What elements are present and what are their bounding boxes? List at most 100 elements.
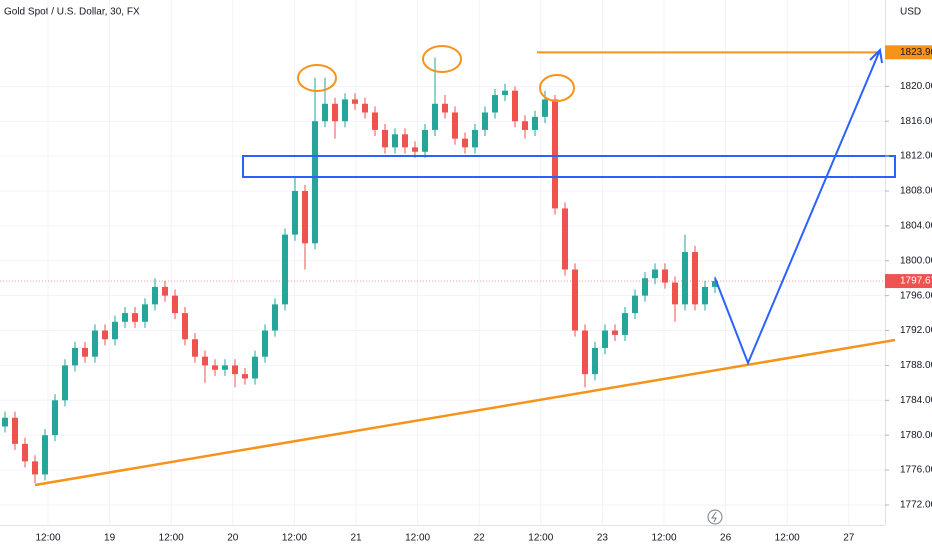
x-tick-label: 12:00	[775, 533, 800, 544]
candle-body	[682, 252, 688, 305]
candle-body	[702, 286, 708, 305]
x-tick-label: 12:00	[159, 533, 184, 544]
x-tick-label: 27	[843, 533, 855, 544]
candle-body	[92, 330, 98, 357]
y-tick-label: 1800.00	[900, 255, 932, 266]
candle-body	[652, 269, 658, 279]
y-tick-label: 1784.00	[900, 395, 932, 406]
candle-body	[42, 435, 48, 475]
candle-body	[112, 321, 118, 340]
candle-body	[522, 121, 528, 130]
candle-body	[612, 330, 618, 335]
candle-body	[232, 365, 238, 375]
candle-body	[322, 103, 328, 122]
candle-body	[182, 313, 188, 340]
event-icon-bolt	[711, 511, 717, 523]
candle-body	[392, 134, 398, 148]
x-tick-label: 26	[720, 533, 732, 544]
candle-body	[412, 147, 418, 152]
x-tick-label: 12:00	[528, 533, 553, 544]
candle-body	[492, 95, 498, 113]
candle-body	[282, 234, 288, 305]
candle-body	[512, 90, 518, 122]
candle-body	[632, 295, 638, 314]
candle-body	[712, 281, 718, 287]
y-tick-label: 1796.00	[900, 290, 932, 301]
support-zone	[242, 155, 896, 178]
grid	[0, 0, 885, 525]
candle-body	[402, 134, 408, 148]
y-tick-label: 1808.00	[900, 186, 932, 197]
candle-body	[302, 190, 308, 244]
candle-body	[452, 112, 458, 139]
peak-marker	[422, 45, 462, 73]
candles	[0, 51, 885, 484]
x-tick-label: 12:00	[651, 533, 676, 544]
candle-body	[2, 417, 8, 427]
target-label: 1823.90	[900, 47, 932, 58]
candle-body	[552, 99, 558, 209]
y-tick-label: 1772.00	[900, 500, 932, 511]
y-tick-label: 1820.00	[900, 81, 932, 92]
drawings	[34, 45, 896, 525]
candle-body	[32, 461, 38, 475]
x-tick-label: 12:00	[35, 533, 60, 544]
candle-body	[532, 116, 538, 130]
candle-body	[482, 112, 488, 130]
arrow-head	[869, 47, 883, 64]
event-icon[interactable]	[707, 509, 723, 525]
candle-body	[432, 103, 438, 130]
peak-marker	[297, 64, 337, 92]
candle-body	[382, 129, 388, 148]
y-tick-label: 1792.00	[900, 325, 932, 336]
candle-body	[202, 356, 208, 366]
candle-body	[362, 103, 368, 113]
candle-body	[332, 103, 338, 122]
candle-body	[372, 112, 378, 130]
candle-body	[342, 99, 348, 122]
last-price-tag	[885, 274, 932, 289]
candle-body	[142, 304, 148, 322]
x-tick-label: 22	[474, 533, 486, 544]
y-tick-label: 1780.00	[900, 430, 932, 441]
trendline	[34, 338, 896, 487]
chart-title: Gold Spot / U.S. Dollar, 30, FX	[4, 7, 140, 18]
last-price-label: 1797.67	[900, 276, 932, 287]
candle-body	[12, 417, 18, 444]
y-tick-label: 1816.00	[900, 116, 932, 127]
candle-body	[152, 286, 158, 305]
y-tick-label: 1776.00	[900, 465, 932, 476]
candle-body	[502, 90, 508, 96]
candle-body	[72, 347, 78, 366]
candle-body	[62, 365, 68, 401]
candle-body	[422, 129, 428, 152]
y-tick-label: 1788.00	[900, 360, 932, 371]
candle-body	[172, 295, 178, 314]
candle-body	[662, 269, 668, 283]
candle-body	[542, 99, 548, 117]
candle-body	[692, 252, 698, 305]
candle-body	[272, 304, 278, 331]
candle-body	[192, 339, 198, 357]
candle-body	[642, 278, 648, 296]
x-tick-label: 23	[597, 533, 609, 544]
candle-body	[292, 190, 298, 235]
candle-body	[262, 330, 268, 357]
candle-body	[622, 313, 628, 335]
candle-body	[582, 330, 588, 375]
candle-body	[162, 286, 168, 296]
y-tick-label: 1812.00	[900, 151, 932, 162]
x-tick-label: 21	[350, 533, 362, 544]
peak-marker	[539, 74, 575, 102]
x-tick-label: 12:00	[282, 533, 307, 544]
target-tag	[885, 45, 932, 60]
candle-body	[562, 208, 568, 270]
candle-body	[592, 347, 598, 375]
candle-body	[22, 443, 28, 462]
candle-body	[252, 356, 258, 379]
candle-body	[602, 330, 608, 348]
candle-body	[242, 374, 248, 379]
y-tick-label: 1804.00	[900, 221, 932, 232]
